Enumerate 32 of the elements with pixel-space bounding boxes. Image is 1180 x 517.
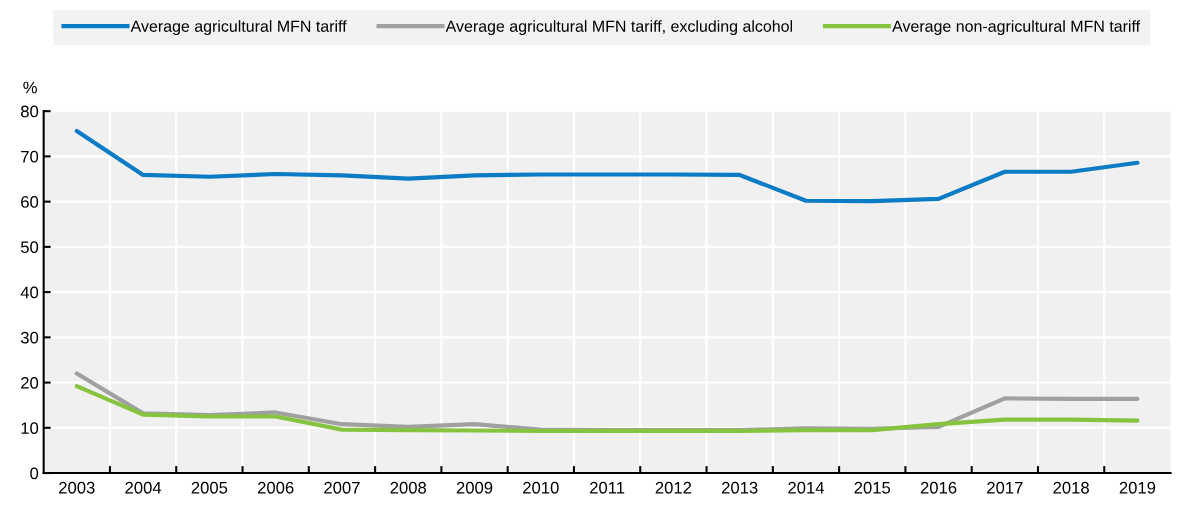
x-tick-label: 2018 [1053,481,1089,494]
y-tick-label: 30 [20,331,39,344]
x-tick-label: 2012 [655,481,692,494]
x-tick-label: 2011 [590,481,625,494]
x-tick-label: 2014 [788,481,825,494]
legend-label: Average agricultural MFN tariff, excluding alcohol [445,20,793,36]
x-tick-label: 2008 [390,481,427,494]
x-tick-label: 2017 [987,481,1023,494]
x-tick-label: 2009 [456,481,493,494]
y-tick-label: 40 [20,286,39,299]
y-tick-label: 0 [30,467,39,480]
x-tick-label: 2019 [1119,481,1156,494]
x-tick-label: 2004 [125,481,162,494]
x-tick-label: 2010 [523,481,559,494]
y-tick-label: 80 [20,105,39,118]
x-tick-label: 2016 [920,481,957,494]
y-tick-label: 50 [20,241,39,254]
x-tick-label: 2007 [324,481,360,494]
line-series [74,128,1140,204]
y-axis-title: % [23,81,37,94]
y-tick-label: 20 [21,376,39,389]
x-tick-label: 2003 [59,481,95,494]
y-tick-label: 70 [21,150,39,163]
line-series [74,384,1140,434]
x-tick-label: 2006 [257,481,294,494]
x-tick-label: 2015 [854,481,891,494]
x-tick-label: 2005 [191,481,228,494]
x-tick-label: 2013 [721,481,758,494]
y-tick-label: 60 [21,196,39,208]
y-tick-label: 10 [21,422,39,435]
legend-label: Average agricultural MFN tariff [130,20,347,36]
legend-label: Average non-agricultural MFN tariff [892,20,1141,36]
